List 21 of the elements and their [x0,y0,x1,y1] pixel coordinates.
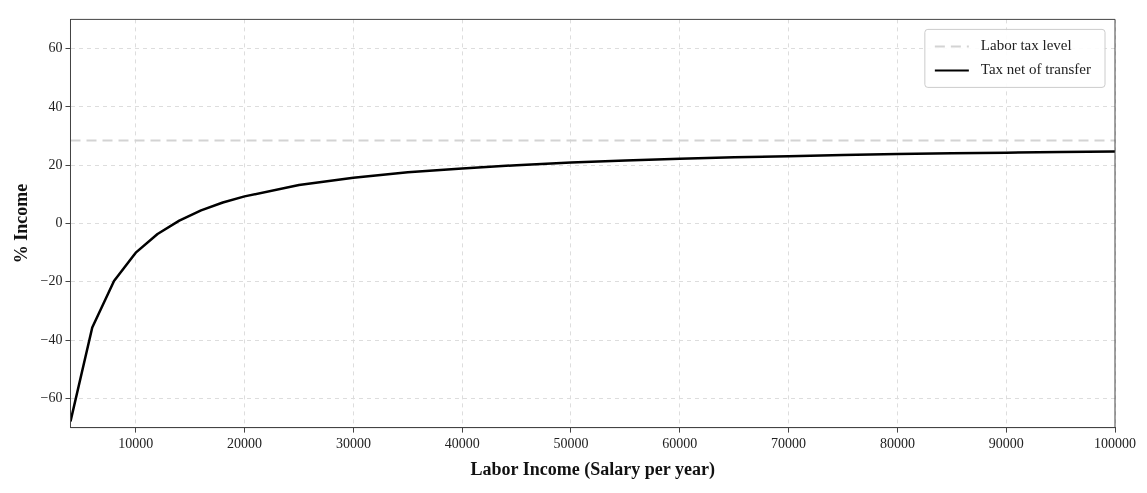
x-tick-label: 20000 [227,435,263,451]
x-tick-label: 50000 [553,435,589,451]
y-tick-label: −20 [40,273,63,289]
y-tick-label: 40 [48,98,63,114]
x-tick-label: 80000 [879,435,915,451]
x-axis-title: Labor Income (Salary per year) [470,458,715,480]
x-tick-label: 60000 [662,435,698,451]
y-tick-label: 0 [55,215,63,231]
y-tick-label: −60 [40,390,63,406]
y-axis-title: % Income [11,183,32,264]
x-tick-label: 90000 [988,435,1024,451]
x-tick-label: 30000 [335,435,371,451]
legend-label: Labor tax level [980,37,1072,54]
x-tick-label: 100000 [1094,435,1136,451]
x-tick-label: 40000 [444,435,480,451]
y-tick-label: −40 [40,331,63,347]
y-tick-label: 60 [48,40,63,56]
legend-label: Tax net of transfer [980,61,1092,78]
y-tick-label: 20 [48,156,63,172]
x-tick-label: 10000 [118,435,154,451]
x-tick-label: 70000 [771,435,807,451]
